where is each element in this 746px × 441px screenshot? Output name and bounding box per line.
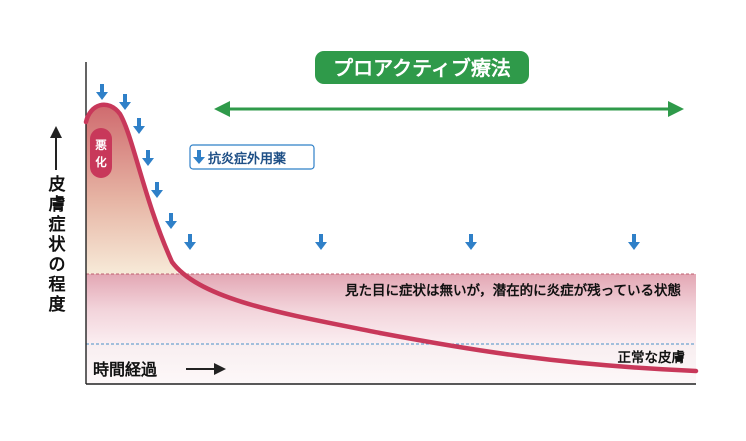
x-axis-label: 時間経過 bbox=[93, 360, 158, 379]
drug-arrow-icon bbox=[184, 234, 196, 250]
drug-arrow-icon bbox=[628, 234, 640, 250]
drug-arrow-icon bbox=[315, 234, 327, 250]
latent-inflammation-zone bbox=[86, 274, 696, 344]
drug-arrow-icon bbox=[465, 234, 477, 250]
latent-zone-label: 見た目に症状は無いが，潜在的に炎症が残っている状態 bbox=[344, 282, 682, 299]
drug-arrow-icon bbox=[151, 182, 163, 198]
legend-label: 抗炎症外用薬 bbox=[208, 151, 287, 167]
worsening-label-char-1: 悪 bbox=[95, 138, 107, 152]
drug-arrow-icon bbox=[142, 150, 154, 166]
y-axis-label-char: 皮 bbox=[49, 174, 66, 195]
y-axis-label-char: 膚 bbox=[49, 194, 66, 215]
legend-box: 抗炎症外用薬 bbox=[189, 144, 315, 170]
drug-arrow-icon bbox=[133, 118, 145, 134]
title-text: プロアクティブ療法 bbox=[333, 56, 511, 80]
y-axis-label-char: 程 bbox=[49, 275, 66, 295]
y-axis-label-char: 症 bbox=[49, 214, 66, 235]
worsening-badge bbox=[90, 128, 112, 178]
y-axis-label-char: 度 bbox=[49, 294, 67, 315]
symptom-curve bbox=[83, 102, 699, 374]
y-axis-label-char: の bbox=[49, 255, 66, 275]
drug-application-arrows bbox=[96, 84, 640, 250]
worsening-label-char-2: 化 bbox=[95, 155, 107, 169]
title-badge bbox=[315, 51, 529, 84]
x-axis-arrow-icon bbox=[186, 363, 226, 375]
drug-arrow-icon bbox=[119, 94, 131, 110]
therapy-duration-arrow bbox=[214, 101, 684, 117]
drug-arrow-icon bbox=[96, 84, 108, 100]
legend-drug-arrow-icon bbox=[193, 150, 205, 164]
drug-arrow-icon bbox=[165, 213, 177, 229]
y-axis-label-char: 状 bbox=[49, 234, 67, 255]
normal-zone-label: 正常な皮膚 bbox=[618, 349, 686, 366]
